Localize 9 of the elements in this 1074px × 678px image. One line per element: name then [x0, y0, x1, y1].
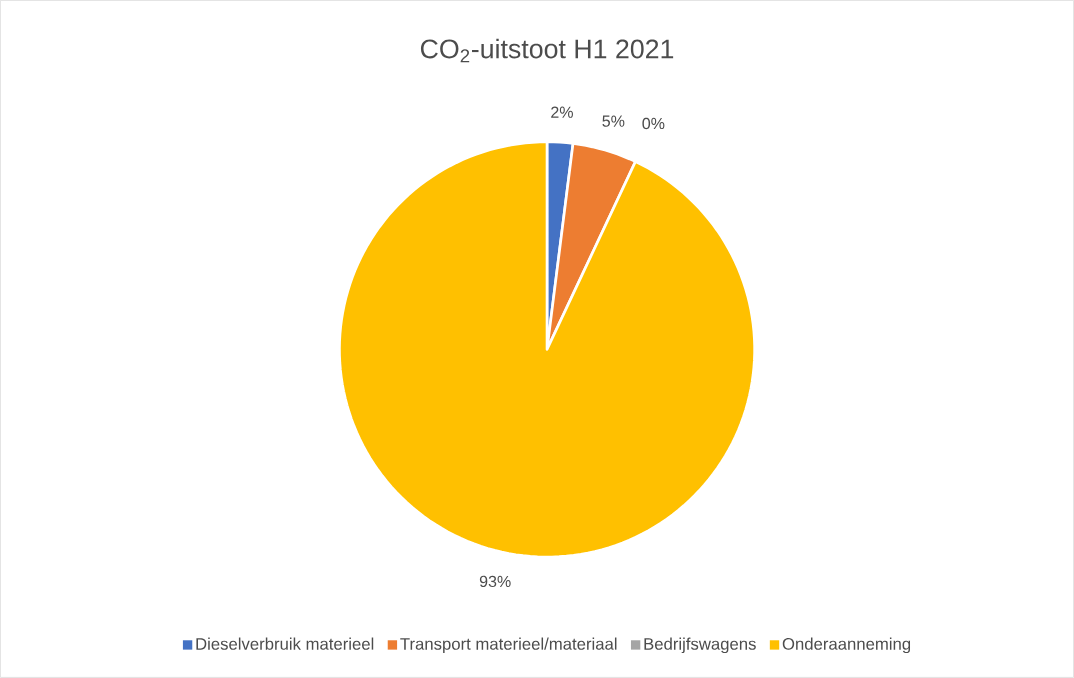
- data-label: 5%: [602, 115, 625, 127]
- legend-label: Transport materieel/materiaal: [400, 637, 617, 654]
- data-label: 2%: [551, 106, 573, 118]
- chart-title: CO$_{2}$-uitstoot H1 2021: [420, 38, 674, 63]
- legend-label: Bedrijfswagens: [644, 637, 756, 654]
- legend-label: Onderaanneming: [782, 637, 911, 654]
- data-label: 93%: [479, 575, 511, 588]
- text: 0%: [642, 117, 665, 130]
- legend-label: Dieselverbruik materieel: [196, 637, 374, 650]
